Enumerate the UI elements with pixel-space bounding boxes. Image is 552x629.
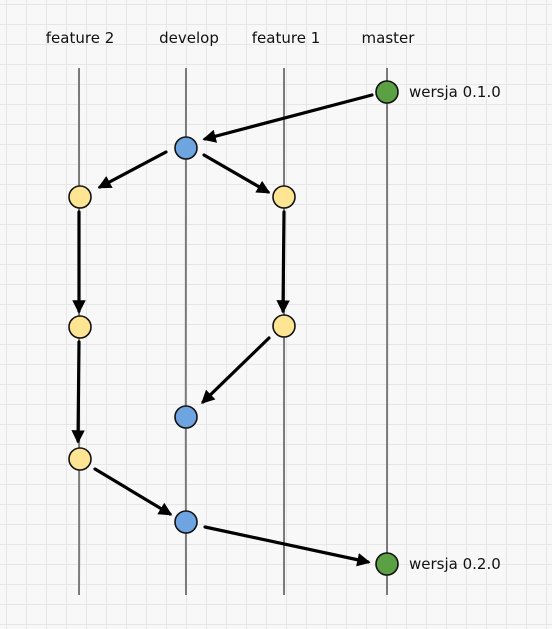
arrow-feature1-commit [276, 210, 290, 314]
commit-develop-3 [174, 510, 198, 534]
tag-label-version-2: wersja 0.2.0 [409, 555, 501, 573]
commit-develop-1 [174, 136, 198, 160]
commit-arrows [71, 93, 374, 567]
arrow-master-to-develop [202, 93, 374, 143]
commit-feature2-2 [68, 315, 92, 339]
commit-master-1 [375, 80, 399, 104]
version-tags: wersja 0.1.0 wersja 0.2.0 [409, 83, 501, 573]
branch-label-feature1: feature 1 [252, 29, 320, 47]
arrow-feature1-to-develop [201, 336, 271, 404]
branch-label-master: master [362, 29, 416, 47]
arrow-develop-to-feature2 [97, 150, 168, 189]
lane-master [385, 67, 389, 596]
commit-develop-2 [174, 405, 198, 429]
commit-feature2-1 [68, 185, 92, 209]
commit-feature1-1 [272, 185, 296, 209]
commit-feature2-3 [68, 447, 92, 471]
commit-master-2 [375, 552, 399, 576]
arrow-develop-to-master [203, 525, 371, 567]
commit-feature1-2 [272, 314, 296, 338]
arrow-feature2-to-develop [93, 467, 173, 516]
commits [68, 80, 399, 576]
branch-label-develop: develop [159, 29, 219, 47]
branch-lanes [77, 67, 389, 596]
branch-labels: feature 2 develop feature 1 master [46, 29, 416, 47]
arrow-develop-to-feature1 [202, 153, 271, 194]
arrow-feature2-commit-2 [71, 340, 85, 444]
tag-label-version-1: wersja 0.1.0 [409, 83, 501, 101]
branch-label-feature2: feature 2 [46, 29, 114, 47]
